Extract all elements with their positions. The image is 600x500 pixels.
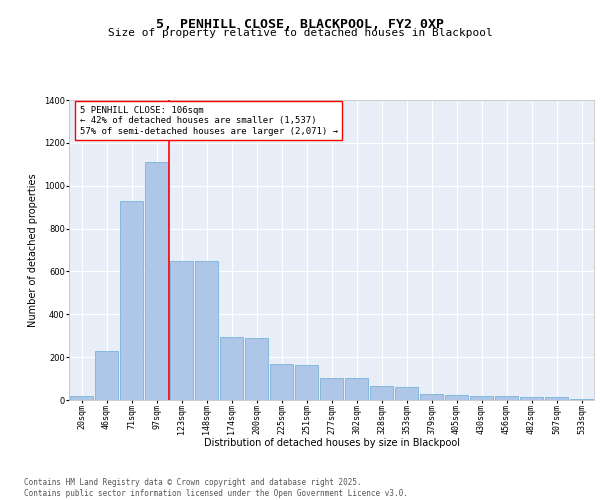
Bar <box>495 396 518 400</box>
Bar <box>195 261 218 400</box>
Bar <box>270 364 293 400</box>
X-axis label: Distribution of detached houses by size in Blackpool: Distribution of detached houses by size … <box>203 438 460 448</box>
Bar <box>320 378 343 400</box>
Bar <box>95 351 118 400</box>
Bar <box>545 398 568 400</box>
Bar <box>370 386 393 400</box>
Bar <box>145 162 168 400</box>
Bar <box>445 394 468 400</box>
Bar <box>470 396 493 400</box>
Text: Contains HM Land Registry data © Crown copyright and database right 2025.
Contai: Contains HM Land Registry data © Crown c… <box>24 478 408 498</box>
Bar <box>345 378 368 400</box>
Text: Size of property relative to detached houses in Blackpool: Size of property relative to detached ho… <box>107 28 493 38</box>
Bar <box>170 260 193 400</box>
Bar <box>395 387 418 400</box>
Bar <box>120 200 143 400</box>
Bar <box>70 396 93 400</box>
Bar <box>220 337 243 400</box>
Y-axis label: Number of detached properties: Number of detached properties <box>28 173 38 327</box>
Text: 5, PENHILL CLOSE, BLACKPOOL, FY2 0XP: 5, PENHILL CLOSE, BLACKPOOL, FY2 0XP <box>156 18 444 30</box>
Bar <box>520 398 543 400</box>
Bar <box>295 364 318 400</box>
Bar <box>420 394 443 400</box>
Bar <box>245 338 268 400</box>
Text: 5 PENHILL CLOSE: 106sqm
← 42% of detached houses are smaller (1,537)
57% of semi: 5 PENHILL CLOSE: 106sqm ← 42% of detache… <box>79 106 337 136</box>
